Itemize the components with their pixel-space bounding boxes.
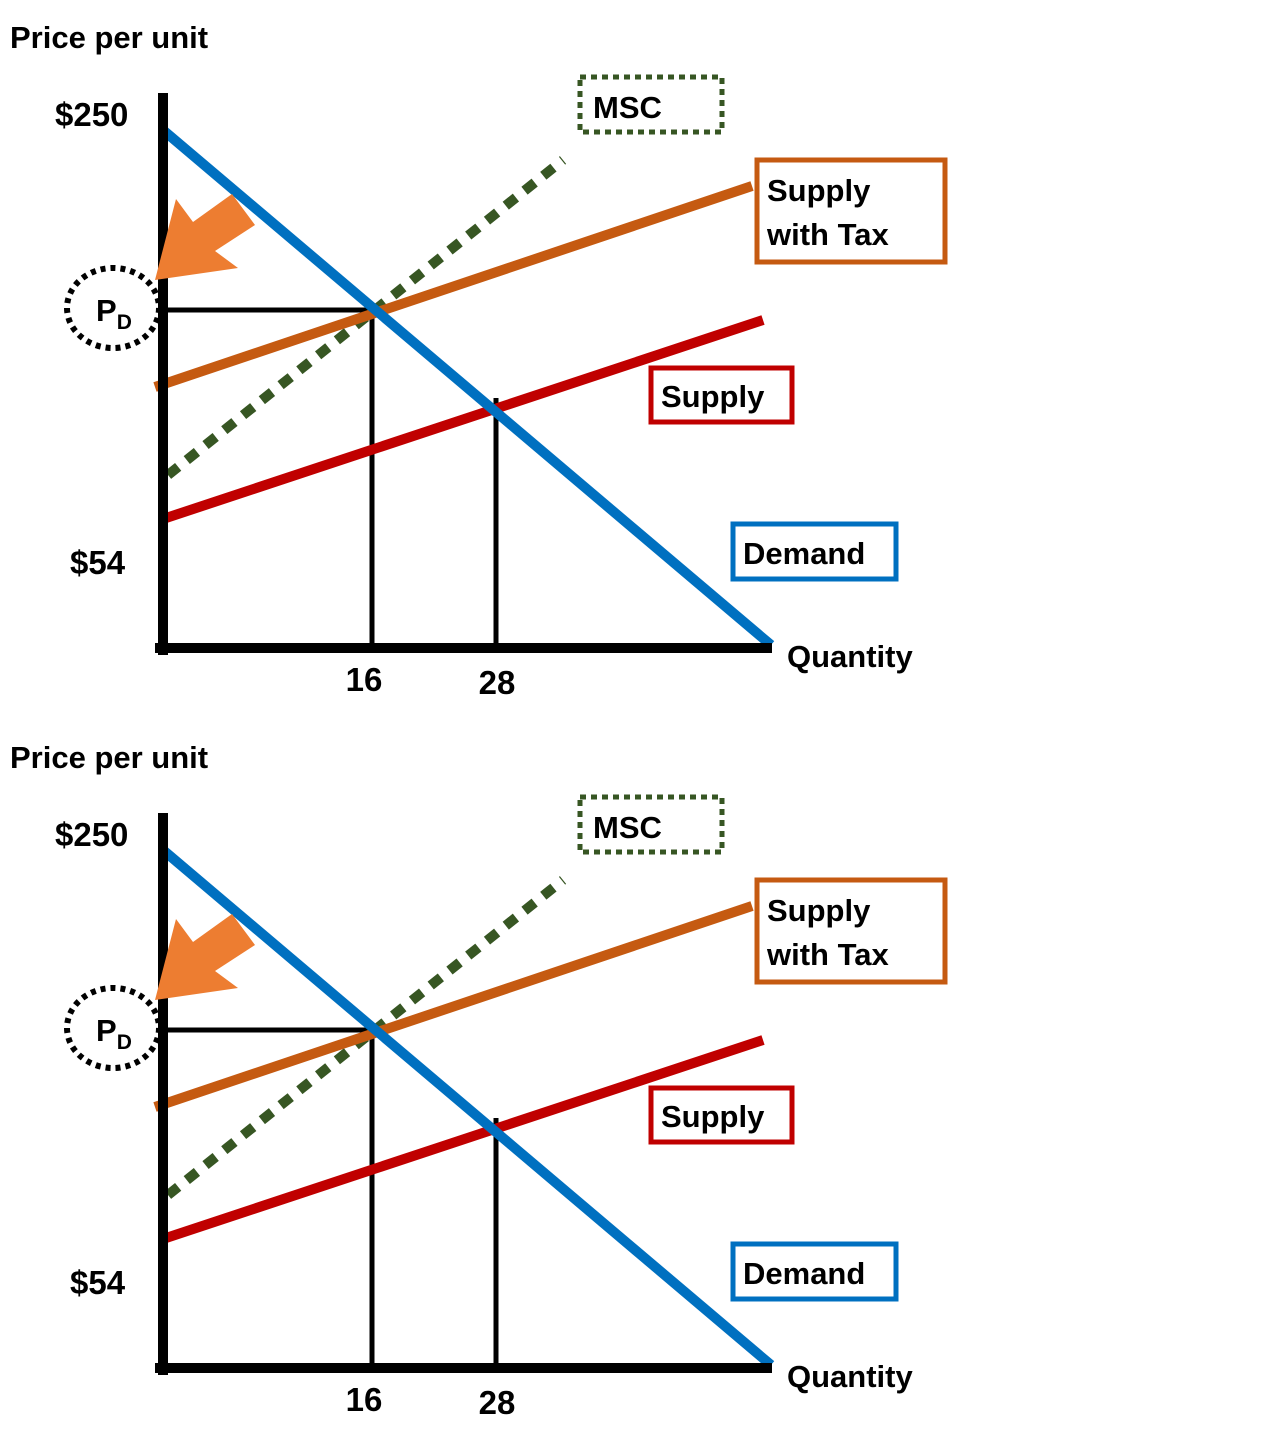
y-tick-top: $250 (55, 816, 128, 853)
demand-label-box (730, 521, 899, 582)
y-axis-label: Price per unit (10, 20, 208, 55)
price-arrow-icon (155, 914, 255, 1000)
x-tick-28: 28 (479, 664, 516, 701)
price-marker-circle (64, 265, 162, 351)
chart-svg: Price per unit $250 $54 16 28 Quantity P… (10, 740, 948, 1421)
msc-label: MSC (593, 810, 662, 845)
supply-with-tax-label-box (754, 157, 948, 265)
x-tick-16: 16 (346, 1381, 383, 1418)
supply-label-box (648, 1085, 795, 1145)
supply-with-tax-label-line2: with Tax (766, 217, 889, 252)
y-tick-top: $250 (55, 96, 128, 133)
x-axis-label: Quantity (787, 639, 913, 674)
supply-with-tax-label-line1: Supply (767, 173, 871, 208)
supply-label: Supply (661, 1099, 765, 1134)
y-tick-bottom: $54 (70, 544, 126, 581)
x-tick-16: 16 (346, 661, 383, 698)
supply-with-tax-label-line2: with Tax (766, 937, 889, 972)
supply-label-box (648, 365, 795, 425)
y-tick-bottom: $54 (70, 1264, 126, 1301)
price-marker-label: PD (96, 1013, 132, 1054)
demand-line (159, 126, 775, 649)
price-marker-circle (64, 985, 162, 1071)
demand-line (159, 846, 775, 1369)
x-axis-label: Quantity (787, 1359, 913, 1394)
supply-with-tax-line (153, 181, 754, 392)
supply-with-tax-label-line1: Supply (767, 893, 871, 928)
supply-line (161, 1035, 765, 1244)
equilibrium-guide-16 (163, 1027, 375, 1368)
demand-label-box (730, 1241, 899, 1302)
price-arrow-icon (155, 194, 255, 280)
equilibrium-guide-16 (163, 307, 375, 648)
y-axis-label: Price per unit (10, 740, 208, 775)
msc-label-box (577, 74, 725, 135)
msc-label: MSC (593, 90, 662, 125)
chart-panel-bottom: Price per unit $250 $54 16 28 Quantity P… (0, 720, 1280, 1440)
price-marker-label: PD (96, 293, 132, 334)
chart-svg: Price per unit $250 $54 16 28 Quantity P… (10, 20, 948, 701)
supply-with-tax-line (153, 901, 754, 1112)
demand-label: Demand (743, 536, 865, 571)
msc-label-box (577, 794, 725, 855)
supply-with-tax-label-box (754, 877, 948, 985)
supply-label: Supply (661, 379, 765, 414)
supply-line (161, 315, 765, 524)
chart-panel-top: Price per unit $250 $54 16 28 Quantity P… (10, 20, 948, 701)
demand-label: Demand (743, 1256, 865, 1291)
x-tick-28: 28 (479, 1384, 516, 1421)
